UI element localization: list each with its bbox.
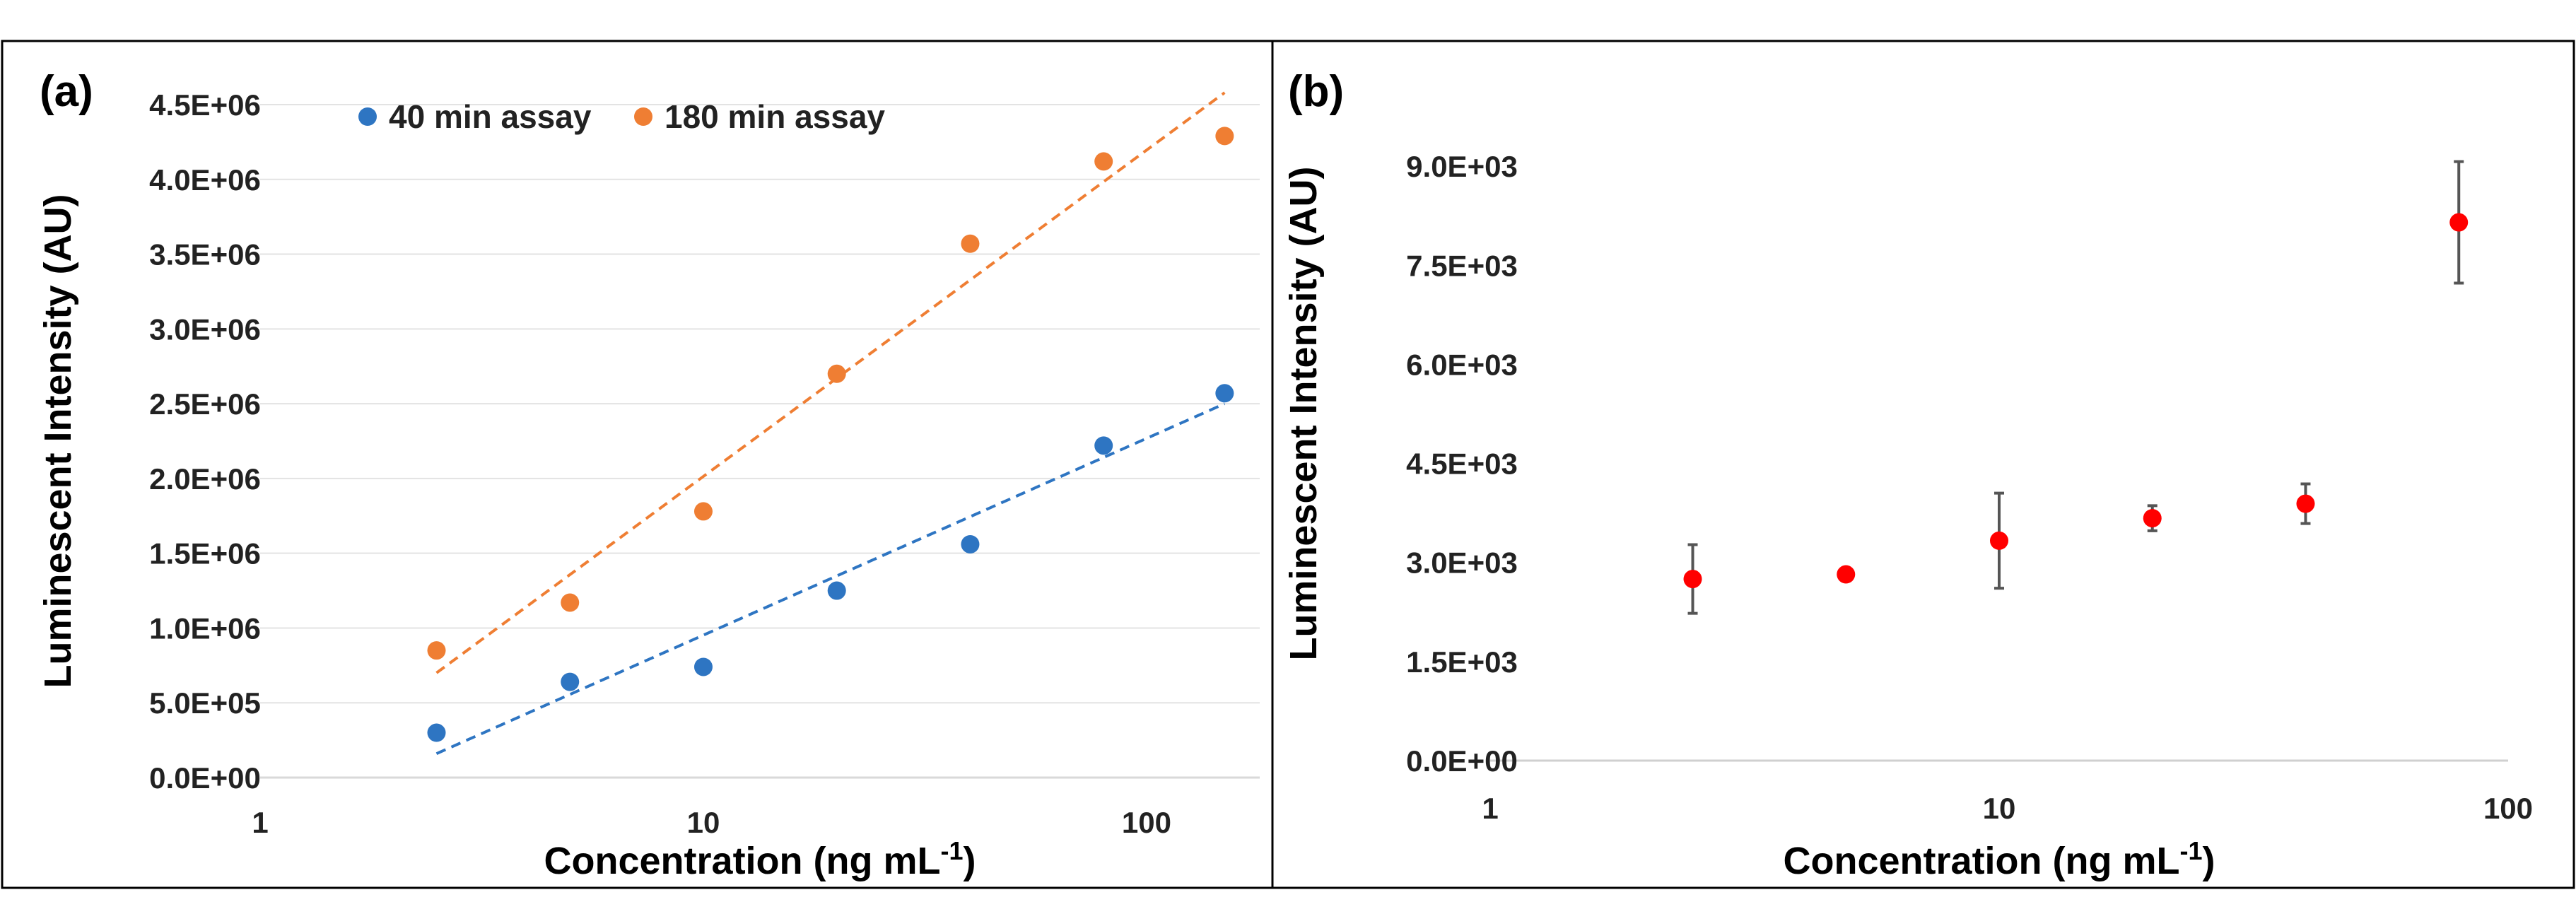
y-tick-label: 5.0E+05 xyxy=(149,686,261,720)
y-tick-label: 9.0E+03 xyxy=(1406,150,1518,183)
data-point xyxy=(827,364,846,383)
data-point xyxy=(427,723,446,742)
figure-border xyxy=(1,40,2575,889)
data-point xyxy=(827,581,846,600)
data-point xyxy=(1837,565,1856,584)
x-axis-title-superscript: -1 xyxy=(940,836,963,865)
data-point xyxy=(561,593,580,612)
legend-marker xyxy=(358,107,377,126)
chart-a: 0.0E+00 5.0E+05 1.0E+06 1.5E+06 2.0E+06 2.5E+… xyxy=(37,88,1260,882)
y-tick-label: 3.0E+03 xyxy=(1406,546,1518,580)
y-tick-label: 3.0E+06 xyxy=(149,312,261,346)
x-tick-label: 1 xyxy=(252,806,268,839)
data-point xyxy=(1990,531,2008,550)
data-point xyxy=(693,502,713,521)
panel-b-label: (b) xyxy=(1288,67,1344,116)
x-axis-title-superscript: -1 xyxy=(2179,836,2202,865)
data-point xyxy=(2296,494,2315,513)
x-axis-title-end: ) xyxy=(2203,840,2215,882)
data-point xyxy=(961,234,980,253)
y-tick-label: 2.0E+06 xyxy=(149,462,261,496)
y-tick-label: 1.5E+03 xyxy=(1406,645,1518,679)
data-point xyxy=(561,672,580,691)
data-point xyxy=(1094,152,1113,171)
y-tick-label: 4.0E+06 xyxy=(149,163,261,197)
legend-label: 40 min assay xyxy=(389,98,592,135)
x-tick-label: 1 xyxy=(1482,792,1498,825)
data-point xyxy=(1683,570,1702,589)
panel-a-label: (a) xyxy=(40,67,93,116)
x-axis-title-main: Concentration (ng mL xyxy=(1784,840,2180,882)
y-tick-label: 0.0E+00 xyxy=(1406,744,1518,778)
y-tick-label: 0.0E+00 xyxy=(149,761,261,795)
data-point xyxy=(2449,213,2469,232)
data-point xyxy=(1094,436,1113,455)
x-tick-label: 100 xyxy=(2483,792,2533,825)
x-axis-title: Concentration (ng mL-1) xyxy=(544,836,976,882)
y-tick-label: 1.0E+06 xyxy=(149,611,261,645)
data-point xyxy=(1215,127,1234,146)
y-tick-label: 2.5E+06 xyxy=(149,387,261,421)
data-point xyxy=(2143,509,2162,528)
trendline-40-min xyxy=(435,402,1226,755)
y-tick-label: 4.5E+03 xyxy=(1406,447,1518,481)
x-axis-title-main: Concentration (ng mL xyxy=(544,840,941,882)
chart-b: 0.0E+00 1.5E+03 3.0E+03 4.5E+03 6.0E+03 7.5E+… xyxy=(1282,150,2533,882)
data-point xyxy=(427,641,446,660)
y-axis-title: Luminescent Intensity (AU) xyxy=(1282,166,1325,660)
y-tick-label: 6.0E+03 xyxy=(1406,348,1518,381)
x-tick-label: 10 xyxy=(1983,792,2016,825)
trendline-180-min xyxy=(435,91,1226,674)
legend-label: 180 min assay xyxy=(665,98,885,135)
data-point xyxy=(1215,384,1234,403)
legend-marker xyxy=(634,107,652,126)
data-point xyxy=(693,657,713,676)
y-tick-label: 1.5E+06 xyxy=(149,537,261,570)
y-tick-label: 4.5E+06 xyxy=(149,88,261,122)
y-tick-label: 7.5E+03 xyxy=(1406,249,1518,282)
data-point xyxy=(961,534,980,553)
x-tick-label: 10 xyxy=(687,806,720,839)
x-axis-title-end: ) xyxy=(964,840,976,882)
x-axis-title: Concentration (ng mL-1) xyxy=(1784,836,2215,882)
x-tick-label: 100 xyxy=(1122,806,1171,839)
y-axis-title: Luminescent Intensity (AU) xyxy=(37,194,79,688)
y-tick-label: 3.5E+06 xyxy=(149,238,261,271)
